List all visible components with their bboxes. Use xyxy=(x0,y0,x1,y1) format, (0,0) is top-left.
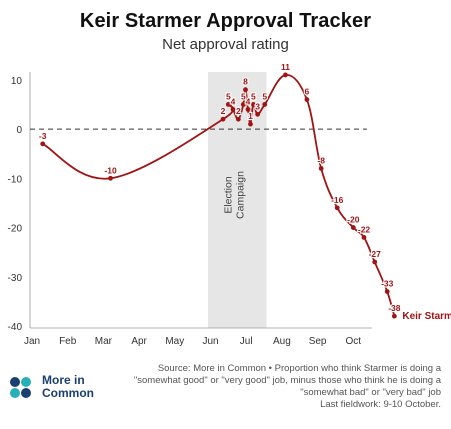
data-label: 1 xyxy=(248,111,253,121)
data-point xyxy=(240,102,246,107)
data-label: 5 xyxy=(241,91,246,101)
x-tick-label-feb: Feb xyxy=(59,336,77,347)
data-point xyxy=(245,106,251,112)
x-tick-label-jun: Jun xyxy=(202,336,218,347)
data-label: -38 xyxy=(388,303,401,313)
more-in-common-logo: More in Common xyxy=(8,373,118,403)
x-tick-label-oct: Oct xyxy=(346,336,362,347)
data-point xyxy=(372,259,378,265)
data-label: 5 xyxy=(251,91,256,101)
data-label: -8 xyxy=(317,155,325,165)
y-tick-label: 10 xyxy=(11,76,23,87)
data-label: 4 xyxy=(246,96,251,106)
data-point xyxy=(255,111,261,117)
logo-line-1: More in xyxy=(42,373,85,387)
y-tick-label: -40 xyxy=(8,322,23,333)
data-label: 2 xyxy=(236,106,241,116)
data-point xyxy=(283,72,288,78)
data-label: -20 xyxy=(347,215,360,225)
logo-line-2: Common xyxy=(42,386,94,400)
data-point xyxy=(248,121,253,127)
data-point xyxy=(350,225,356,230)
x-tick-label-may: May xyxy=(165,336,184,347)
data-point xyxy=(225,102,231,107)
election-campaign-label-1: Election xyxy=(222,176,234,214)
data-point xyxy=(243,87,248,93)
data-point xyxy=(262,102,268,107)
data-point xyxy=(230,106,236,112)
data-point xyxy=(384,289,390,294)
source-line-4: Last fieldwork: 9-10 October. xyxy=(320,399,441,410)
data-point xyxy=(304,97,310,102)
data-point xyxy=(220,116,226,122)
x-tick-label-sep: Sep xyxy=(309,336,327,347)
data-label: 5 xyxy=(226,91,231,101)
x-tick-label-apr: Apr xyxy=(131,336,147,347)
data-point xyxy=(391,313,397,319)
data-label: -22 xyxy=(358,224,371,234)
source-line-3: "somewhat bad" or "very bad" job xyxy=(300,387,441,398)
data-label: 4 xyxy=(231,96,236,106)
election-campaign-label-2: Campaign xyxy=(234,171,246,219)
data-label: -27 xyxy=(369,249,382,259)
series-name-label: Keir Starmer xyxy=(402,311,451,322)
data-label: 11 xyxy=(281,62,290,72)
data-label: -10 xyxy=(104,165,117,175)
x-tick-label-jan: Jan xyxy=(24,336,40,347)
data-label: -33 xyxy=(381,279,394,289)
data-label: 3 xyxy=(255,101,260,111)
data-point xyxy=(318,166,324,171)
data-label: 6 xyxy=(305,87,310,97)
data-point xyxy=(361,234,367,240)
more-in-common-logo-icon xyxy=(10,377,31,398)
data-label: -16 xyxy=(331,195,344,205)
data-label: 8 xyxy=(243,77,248,87)
source-line-2: "somewhat good" or "very good" job, minu… xyxy=(133,375,441,386)
data-point xyxy=(40,141,46,147)
data-point xyxy=(250,102,256,107)
chart-subtitle: Net approval rating xyxy=(162,36,289,53)
data-label: -3 xyxy=(39,131,47,141)
y-tick-label: -30 xyxy=(8,273,23,284)
data-label: 5 xyxy=(262,91,267,101)
logo-wordmark: More in Common xyxy=(42,374,94,400)
data-point xyxy=(334,205,340,211)
y-tick-label: 0 xyxy=(16,125,22,136)
x-tick-label-aug: Aug xyxy=(273,336,291,347)
data-point xyxy=(108,175,113,181)
x-tick-label-jul: Jul xyxy=(240,336,253,347)
series-points-layer xyxy=(40,72,397,319)
x-tick-label-mar: Mar xyxy=(95,336,113,347)
source-line-1: Source: More in Common • Proportion who … xyxy=(157,363,441,374)
y-tick-label: -10 xyxy=(8,174,23,185)
data-point xyxy=(235,116,241,122)
data-label: 2 xyxy=(221,106,226,116)
chart-title: Keir Starmer Approval Tracker xyxy=(79,10,372,32)
y-tick-label: -20 xyxy=(8,224,23,235)
source-note: Source: More in Common • Proportion who … xyxy=(106,363,441,411)
